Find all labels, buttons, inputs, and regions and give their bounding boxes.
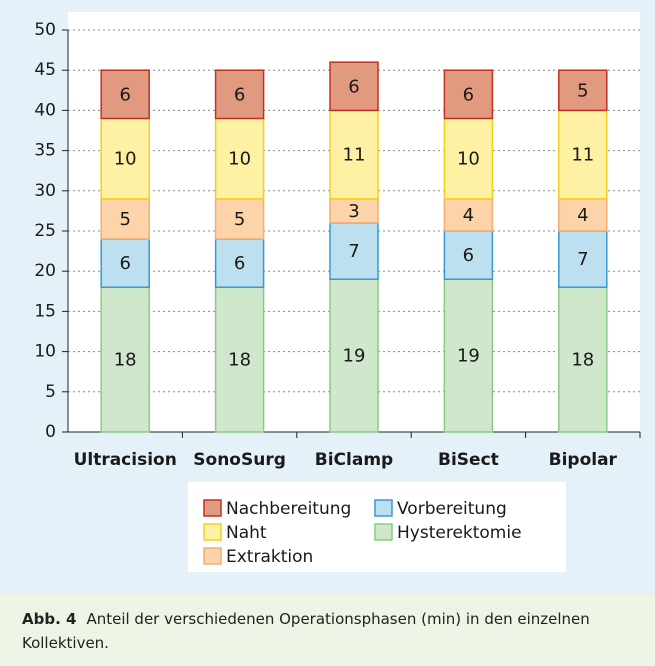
data-label: 10: [114, 149, 137, 170]
bar-segment: [214, 69, 265, 120]
y-tick-label: 15: [34, 301, 56, 321]
bar-segment: [443, 69, 494, 120]
legend-label: Naht: [226, 523, 267, 543]
bar-segment: [329, 109, 379, 200]
data-label: 6: [348, 76, 359, 97]
bar-segment: [100, 238, 150, 289]
legend-label: Nachbereitung: [226, 499, 351, 519]
bar-segment: [558, 286, 608, 433]
legend-label: Extraktion: [226, 547, 313, 567]
y-tick-label: 10: [34, 342, 56, 362]
bar-segment: [214, 286, 265, 433]
data-label: 6: [119, 253, 130, 274]
legend-swatch: [203, 499, 222, 517]
legend-label: Vorbereitung: [397, 499, 507, 519]
bar-segment: [329, 278, 379, 433]
data-label: 6: [234, 253, 245, 274]
caption-text: Anteil der verschiedenen Operationsphase…: [22, 610, 590, 652]
y-tick-label: 35: [34, 141, 56, 161]
data-label: 7: [348, 241, 359, 262]
data-label: 6: [234, 84, 245, 105]
data-label: 5: [119, 209, 130, 230]
legend-label: Hysterektomie: [397, 523, 522, 543]
chart: 05101520253035404550Ultracision1865106So…: [0, 0, 655, 594]
caption-label: Abb. 4: [22, 610, 77, 628]
data-label: 11: [343, 145, 366, 166]
x-tick-label: Ultracision: [74, 450, 177, 470]
bar-segment: [558, 230, 608, 289]
y-tick-label: 5: [45, 382, 56, 402]
data-label: 10: [228, 149, 251, 170]
data-label: 4: [463, 205, 474, 226]
y-tick-label: 0: [45, 422, 56, 442]
data-label: 5: [577, 80, 588, 101]
bar-segment: [329, 61, 379, 112]
data-label: 18: [114, 350, 137, 371]
data-label: 3: [348, 201, 359, 222]
y-tick-label: 40: [34, 100, 56, 120]
bar-segment: [100, 286, 150, 433]
x-tick-label: BiSect: [438, 450, 499, 470]
data-label: 6: [463, 245, 474, 266]
data-label: 10: [457, 149, 480, 170]
x-tick-label: Bipolar: [549, 450, 618, 470]
y-tick-label: 25: [34, 221, 56, 241]
legend-swatch: [374, 499, 393, 517]
data-label: 18: [571, 350, 594, 371]
bar-segment: [100, 69, 150, 120]
bar-segment: [100, 198, 150, 240]
data-label: 11: [571, 145, 594, 166]
data-label: 19: [457, 346, 480, 367]
bar-segment: [329, 222, 379, 280]
bar-segment: [443, 117, 494, 200]
x-tick-label: BiClamp: [315, 450, 393, 470]
data-label: 5: [234, 209, 245, 230]
y-tick-label: 20: [34, 261, 56, 281]
bar-segment: [100, 117, 150, 200]
caption: Abb. 4 Anteil der verschiedenen Operation…: [0, 594, 655, 666]
bar-segment: [558, 198, 608, 232]
data-label: 7: [577, 249, 588, 270]
legend-swatch: [203, 547, 222, 565]
bar-segment: [443, 278, 494, 433]
data-label: 19: [343, 346, 366, 367]
data-label: 18: [228, 350, 251, 371]
y-tick-label: 30: [34, 181, 56, 201]
y-tick-label: 45: [34, 60, 56, 80]
bar-segment: [443, 230, 494, 280]
data-label: 4: [577, 205, 588, 226]
bar-segment: [558, 69, 608, 112]
x-tick-label: SonoSurg: [193, 450, 286, 470]
legend-swatch: [203, 523, 222, 541]
bar-segment: [214, 238, 265, 289]
data-label: 6: [119, 84, 130, 105]
data-label: 6: [463, 84, 474, 105]
legend-swatch: [374, 523, 393, 541]
y-tick-label: 50: [34, 20, 56, 40]
